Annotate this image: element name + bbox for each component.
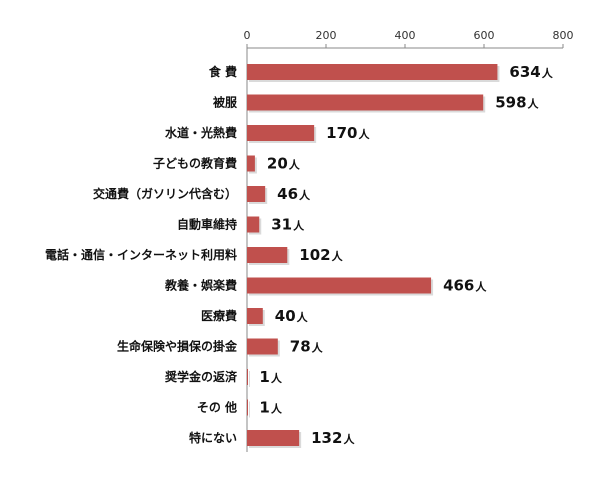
bar-row: 水道・光熱費 170人: [165, 124, 370, 143]
bar-row: その 他 1人: [197, 399, 283, 418]
x-tick-label: 400: [395, 29, 416, 42]
category-label: 特にない: [189, 430, 237, 445]
bar: [247, 94, 484, 111]
bar-row: 生命保険や損保の掛金 78人: [117, 338, 324, 357]
value-label: 466人: [443, 277, 487, 295]
value-unit: 人: [542, 66, 554, 80]
category-label: 教養・娯楽費: [164, 278, 237, 293]
bar: [247, 277, 432, 294]
bar-row: 子どもの教育費 20人: [153, 155, 301, 174]
category-label: 自動車維持: [177, 217, 237, 232]
value-unit: 人: [293, 219, 305, 233]
value-number: 20: [267, 155, 288, 173]
bar-row: 医療費 40人: [201, 307, 309, 326]
value-number: 1: [259, 368, 269, 386]
value-number: 170: [326, 124, 357, 142]
value-unit: 人: [297, 310, 309, 324]
bar: [247, 247, 288, 263]
value-label: 46人: [277, 185, 311, 203]
value-number: 102: [299, 246, 330, 264]
value-unit: 人: [299, 188, 311, 202]
category-label: その 他: [197, 400, 237, 415]
category-label: 奨学金の返済: [164, 369, 238, 384]
value-unit: 人: [271, 402, 283, 416]
category-label: 生命保険や損保の掛金: [117, 339, 238, 354]
value-label: 31人: [271, 216, 305, 234]
x-tick-label: 600: [474, 29, 495, 42]
bar: [247, 338, 278, 355]
category-label: 医療費: [201, 308, 237, 323]
bar-row: 特にない 132人: [189, 429, 355, 448]
bar-row: 食 費 634人: [208, 63, 554, 82]
bar: [247, 64, 498, 80]
bar-row: 交通費（ガソリン代含む） 46人: [93, 185, 311, 204]
value-unit: 人: [475, 280, 487, 294]
x-tick-label: 800: [553, 29, 574, 42]
value-number: 1: [259, 399, 269, 417]
value-label: 20人: [267, 155, 301, 173]
bar: [247, 216, 260, 233]
value-number: 634: [509, 63, 540, 81]
bar-shadow: [249, 401, 250, 418]
bar: [247, 369, 248, 385]
bar-row: 自動車維持 31人: [177, 216, 305, 235]
value-unit: 人: [343, 432, 355, 446]
bar-row: 被服 598人: [213, 94, 540, 113]
bar: [247, 125, 315, 141]
value-unit: 人: [312, 341, 324, 355]
value-label: 170人: [326, 124, 370, 142]
value-label: 132人: [311, 429, 355, 447]
bar-shadow: [249, 371, 250, 387]
category-label: 交通費（ガソリン代含む）: [93, 186, 237, 201]
bar-row: 奨学金の返済 1人: [164, 368, 283, 387]
bar-row: 電話・通信・インターネット利用料 102人: [45, 246, 344, 265]
category-label: 子どもの教育費: [153, 156, 237, 171]
category-label: 被服: [213, 95, 238, 110]
x-tick-label: 200: [316, 29, 337, 42]
category-label: 食 費: [208, 64, 237, 79]
bar-row: 教養・娯楽費 466人: [164, 277, 487, 296]
bar: [247, 308, 263, 324]
value-number: 598: [495, 94, 526, 112]
value-unit: 人: [332, 249, 344, 263]
bar: [247, 430, 300, 446]
category-label: 電話・通信・インターネット利用料: [45, 247, 237, 262]
x-tick-label: 0: [244, 29, 251, 42]
value-label: 102人: [299, 246, 343, 264]
value-label: 1人: [259, 399, 282, 417]
value-label: 598人: [495, 94, 539, 112]
category-label: 水道・光熱費: [165, 125, 237, 140]
bar: [247, 155, 255, 172]
value-unit: 人: [271, 371, 283, 385]
value-number: 46: [277, 185, 298, 203]
value-unit: 人: [528, 97, 540, 111]
value-unit: 人: [358, 127, 370, 141]
value-number: 78: [290, 338, 311, 356]
value-number: 40: [275, 307, 296, 325]
x-axis: 0 200 400 600 800: [244, 29, 574, 452]
value-label: 78人: [290, 338, 324, 356]
value-number: 466: [443, 277, 474, 295]
value-label: 634人: [509, 63, 553, 81]
value-label: 40人: [275, 307, 309, 325]
bar: [247, 186, 266, 202]
value-number: 31: [271, 216, 292, 234]
value-unit: 人: [289, 158, 301, 172]
bar: [247, 399, 248, 416]
value-number: 132: [311, 429, 342, 447]
value-label: 1人: [259, 368, 282, 386]
